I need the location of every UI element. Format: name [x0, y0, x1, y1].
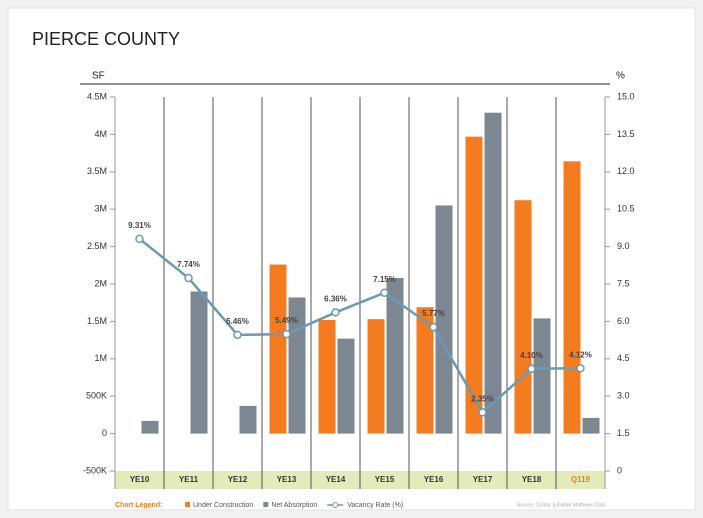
y2-tick-label: 6.0 [617, 316, 630, 326]
data-label: 2.35% [471, 395, 494, 404]
y2-tick-label: 9.0 [617, 241, 630, 251]
legend-label: Under Construction [193, 502, 253, 509]
legend-label: Vacancy Rate (%) [347, 502, 403, 509]
y-tick-label: 500K [86, 391, 107, 401]
x-tick-label: YE16 [424, 475, 444, 484]
bar [484, 112, 502, 434]
data-label: 9.31% [128, 221, 151, 230]
chart-title: PIERCE COUNTY [32, 29, 180, 49]
x-tick-label: Q119 [571, 475, 591, 484]
x-tick-label: YE14 [326, 475, 346, 484]
bar [514, 200, 532, 434]
bar [465, 136, 483, 434]
bar [533, 318, 551, 434]
y-tick-label: 0 [102, 428, 107, 438]
y-tick-label: 4.5M [87, 91, 107, 101]
point [233, 330, 242, 340]
y2-tick-label: 0 [617, 465, 622, 475]
x-tick-label: YE17 [473, 475, 493, 484]
legend-point [332, 502, 339, 508]
bar [190, 291, 208, 434]
bar [269, 264, 287, 434]
point [429, 322, 438, 332]
y2-tick-label: 13.5 [617, 129, 635, 139]
y2-axis-label: % [616, 71, 625, 82]
point [184, 273, 193, 283]
y2-tick-label: 10.5 [617, 204, 635, 214]
bar [337, 338, 355, 434]
y2-tick-label: 3.0 [617, 391, 630, 401]
bar [435, 205, 453, 434]
bar [416, 307, 434, 434]
point [478, 408, 487, 417]
point [135, 234, 144, 244]
x-tick-label: YE11 [179, 475, 199, 484]
legend-swatch [263, 502, 269, 507]
data-label: 7.15% [373, 275, 396, 284]
y2-tick-label: 1.5 [617, 428, 630, 438]
point [331, 308, 340, 317]
y2-tick-label: 12.0 [617, 166, 635, 176]
y-tick-label: 4M [94, 129, 107, 139]
y-tick-label: 2M [94, 278, 107, 288]
y-tick-label: -500K [83, 465, 107, 475]
card [7, 7, 696, 511]
y2-tick-label: 4.5 [617, 353, 630, 363]
data-label: 6.36% [324, 295, 347, 304]
x-tick-label: YE12 [228, 475, 248, 484]
bar [367, 319, 385, 434]
data-label: 5.77% [422, 309, 445, 318]
bar [563, 161, 581, 434]
y-tick-label: 3.5M [87, 166, 107, 176]
bar [318, 319, 336, 434]
bar [141, 420, 159, 434]
bar [582, 417, 600, 434]
point [282, 329, 291, 339]
x-tick-label: YE10 [130, 475, 150, 484]
x-tick-label: YE18 [522, 475, 542, 484]
data-label: 7.74% [177, 260, 200, 269]
point [527, 364, 536, 374]
point [380, 288, 389, 297]
x-tick-label: YE15 [375, 475, 395, 484]
bar [239, 405, 257, 434]
line [138, 237, 581, 415]
legend-swatch [185, 502, 190, 507]
y-tick-label: 3M [94, 204, 107, 214]
y-tick-label: 1.5M [87, 316, 107, 326]
legend-title: Chart Legend: [115, 502, 162, 509]
x-tick-label: YE13 [277, 475, 297, 484]
y2-tick-label: 7.5 [617, 278, 630, 288]
data-label: 5.46% [226, 317, 249, 326]
y-tick-label: 1M [94, 353, 107, 363]
source: Source: CoStar & Kidder Mathews Data [517, 502, 605, 508]
y-axis-label: SF [92, 71, 105, 82]
legend-label: Net Absorption [271, 502, 317, 509]
y-tick-label: 2.5M [87, 241, 107, 251]
data-label: 4.10% [520, 351, 543, 360]
data-label: 4.12% [569, 350, 592, 359]
data-label: 5.49% [275, 316, 298, 325]
y2-tick-label: 15.0 [617, 91, 635, 101]
bar [386, 278, 404, 434]
point [576, 364, 585, 373]
